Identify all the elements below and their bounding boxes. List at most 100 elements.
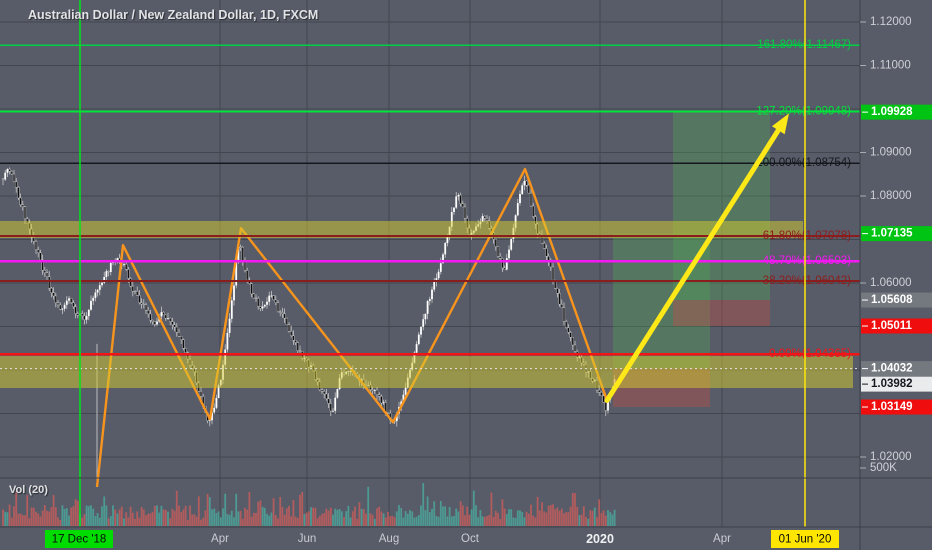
volume-bar[interactable]	[420, 505, 422, 526]
volume-bar[interactable]	[140, 507, 143, 526]
volume-bar[interactable]	[87, 506, 90, 526]
volume-bar[interactable]	[180, 512, 183, 526]
candle[interactable]	[8, 168, 11, 172]
candle[interactable]	[320, 389, 324, 392]
price-marker-label[interactable]	[861, 104, 932, 120]
volume-bar[interactable]	[523, 517, 526, 526]
volume-bar[interactable]	[338, 509, 341, 526]
volume-bar[interactable]	[171, 508, 174, 526]
volume-bar[interactable]	[118, 509, 121, 526]
candle[interactable]	[116, 258, 119, 261]
volume-bar[interactable]	[6, 512, 9, 526]
volume-bar[interactable]	[213, 508, 216, 526]
volume-bar[interactable]	[580, 514, 583, 526]
volume-bar[interactable]	[351, 511, 354, 526]
volume-bar[interactable]	[593, 507, 596, 526]
candle[interactable]	[600, 392, 603, 397]
volume-bar[interactable]	[373, 518, 376, 526]
volume-bar[interactable]	[413, 517, 416, 526]
volume-bar[interactable]	[455, 508, 458, 526]
candle[interactable]	[65, 300, 68, 305]
volume-bar[interactable]	[558, 510, 561, 526]
candle[interactable]	[463, 206, 467, 219]
volume-bar[interactable]	[246, 509, 249, 526]
volume-bar[interactable]	[283, 514, 286, 526]
candle[interactable]	[45, 272, 49, 277]
volume-bar[interactable]	[444, 506, 447, 526]
candle[interactable]	[543, 242, 546, 249]
candle[interactable]	[94, 292, 97, 298]
volume-bar[interactable]	[417, 514, 420, 526]
candle[interactable]	[420, 326, 422, 335]
candle[interactable]	[167, 318, 169, 319]
volume-bar[interactable]	[327, 510, 330, 526]
volume-bar[interactable]	[15, 492, 18, 526]
candle[interactable]	[274, 299, 277, 303]
volume-bar[interactable]	[314, 507, 317, 526]
volume-bar[interactable]	[556, 507, 559, 526]
volume-bar[interactable]	[85, 505, 88, 526]
candle[interactable]	[266, 301, 268, 305]
candle[interactable]	[72, 302, 75, 308]
volume-bar[interactable]	[582, 506, 585, 526]
volume-bar[interactable]	[310, 507, 312, 526]
candle[interactable]	[545, 248, 548, 257]
candle[interactable]	[34, 241, 38, 251]
volume-bar[interactable]	[235, 493, 238, 526]
volume-bar[interactable]	[486, 516, 488, 526]
volume-bar[interactable]	[369, 513, 372, 526]
volume-bar[interactable]	[514, 517, 517, 526]
volume-bar[interactable]	[545, 512, 548, 526]
candle[interactable]	[48, 276, 51, 289]
volume-bar[interactable]	[81, 517, 84, 526]
volume-bar[interactable]	[244, 507, 246, 526]
candle[interactable]	[373, 390, 376, 391]
candle[interactable]	[325, 393, 328, 400]
volume-bar[interactable]	[450, 516, 453, 526]
candle[interactable]	[6, 169, 9, 173]
volume-bar[interactable]	[48, 511, 51, 526]
volume-bar[interactable]	[8, 504, 11, 526]
volume-bar[interactable]	[294, 516, 297, 526]
volume-bar[interactable]	[299, 494, 301, 526]
candle[interactable]	[74, 306, 77, 314]
volume-bar[interactable]	[63, 509, 66, 526]
candle[interactable]	[415, 344, 418, 353]
volume-bar[interactable]	[424, 510, 427, 526]
volume-bar[interactable]	[191, 514, 194, 526]
volume-bar[interactable]	[466, 506, 469, 526]
candle[interactable]	[270, 295, 273, 297]
volume-bar[interactable]	[250, 516, 253, 526]
candle[interactable]	[109, 262, 112, 272]
candle[interactable]	[21, 204, 24, 207]
volume-bar[interactable]	[481, 516, 484, 526]
volume-bar[interactable]	[380, 511, 383, 526]
volume-bar[interactable]	[459, 501, 462, 526]
volume-bar[interactable]	[248, 491, 251, 526]
volume-bar[interactable]	[290, 516, 293, 526]
candle[interactable]	[424, 313, 427, 320]
volume-bar[interactable]	[125, 512, 128, 526]
volume-bar[interactable]	[285, 508, 288, 526]
volume-bar[interactable]	[446, 516, 449, 526]
support-zone[interactable]	[0, 356, 853, 389]
volume-bar[interactable]	[13, 506, 15, 526]
candle[interactable]	[68, 298, 70, 301]
volume-bar[interactable]	[204, 510, 207, 526]
candle[interactable]	[450, 212, 453, 227]
candle[interactable]	[565, 321, 568, 328]
candle[interactable]	[70, 298, 73, 303]
candle[interactable]	[228, 318, 231, 333]
volume-bar[interactable]	[182, 509, 185, 526]
volume-bar[interactable]	[90, 505, 92, 526]
candle[interactable]	[382, 402, 385, 404]
volume-bar[interactable]	[41, 510, 44, 526]
volume-bar[interactable]	[292, 499, 295, 526]
volume-bar[interactable]	[336, 509, 339, 526]
volume-bar[interactable]	[439, 500, 442, 526]
candle[interactable]	[169, 317, 172, 322]
candle[interactable]	[96, 289, 99, 293]
candle[interactable]	[529, 192, 533, 207]
candle[interactable]	[371, 389, 374, 391]
volume-bar[interactable]	[307, 511, 310, 526]
